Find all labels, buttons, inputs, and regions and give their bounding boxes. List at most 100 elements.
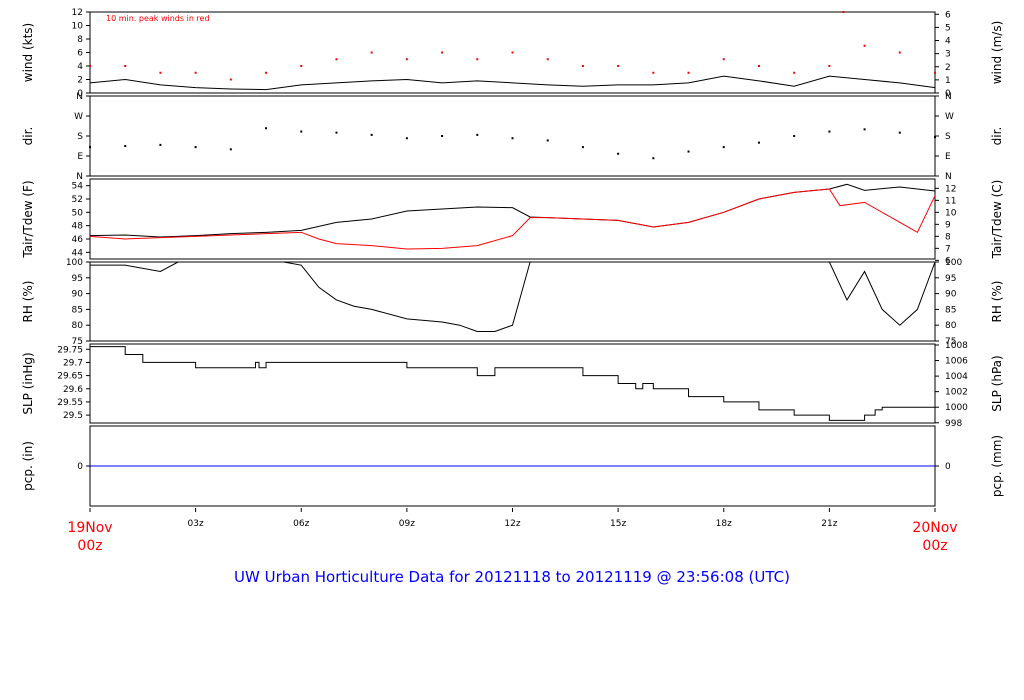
dir-series-0-point	[194, 146, 197, 149]
temp-left-tick-label: 54	[72, 182, 84, 192]
slp-right-tick-label: 1000	[945, 403, 968, 413]
temp-right-tick-label: 8	[945, 232, 951, 242]
dir-series-0-point	[898, 131, 901, 134]
temp-series-Tair-line	[89, 183, 936, 238]
rh-right-tick-label: 95	[945, 274, 956, 284]
dir-series-0-point	[229, 148, 232, 151]
wind-series-peak-point	[722, 58, 725, 61]
wind-right-tick-label: 6	[945, 10, 951, 20]
dir-series-0-point	[546, 139, 549, 142]
wind-left-tick-label: 0	[77, 89, 83, 99]
wind-right-tick-label: 0	[945, 89, 951, 99]
rh-left-tick-label: 75	[72, 337, 83, 347]
panel-slp: 29.5 29.55 29.6 29.65 29.7 29.75 998 1000 1002 10…	[21, 341, 1004, 429]
wind-right-tick-label: 4	[945, 37, 951, 47]
temp-left-tick-label: 52	[72, 195, 83, 205]
dir-series-0-point	[300, 130, 303, 133]
wind-ylabel-right: wind (m/s)	[990, 21, 1004, 85]
rh-frame	[89, 261, 936, 342]
dir-series-0-point	[265, 127, 268, 130]
wind-series-peak-point	[441, 51, 444, 54]
dir-series-0	[89, 127, 936, 160]
wind-series-peak-point	[863, 44, 866, 47]
rh-left-tick-label: 85	[72, 305, 83, 315]
dir-series-0-point	[828, 130, 831, 133]
pcp-ylabel-right: pcp. (mm)	[990, 435, 1004, 497]
wind-left-tick-label: 4	[77, 62, 83, 72]
pcp-left-tick-label: 0	[77, 462, 83, 472]
wind-series-peak-point	[687, 71, 690, 74]
time-start-label: 00z	[77, 538, 102, 554]
wind-ylabel: wind (kts)	[21, 23, 35, 82]
time-tick-label: 21z	[821, 519, 837, 529]
dir-left-tick-label: S	[77, 132, 83, 142]
panel-pcp: 0 0 pcp. (in) pcp. (mm)	[21, 425, 1004, 507]
wind-series-peak-point	[793, 71, 796, 74]
dir-series-0-point	[581, 146, 584, 149]
temp-right-tick-label: 10	[945, 208, 957, 218]
dir-series-0-point	[617, 152, 620, 155]
rh-left-tick-label: 80	[72, 321, 84, 331]
slp-right-tick-label: 1008	[945, 341, 968, 351]
time-axis: 03z 06z 09z 12z 15z 18z 21z 19Nov 00z 20Nov 00z	[67, 508, 958, 554]
dir-series-0-point	[124, 145, 127, 147]
pcp-ylabel: pcp. (in)	[21, 441, 35, 491]
temp-right-tick-label: 7	[945, 244, 951, 254]
time-start-label: 19Nov	[67, 520, 112, 536]
dir-ylabel-right: dir.	[990, 127, 1004, 146]
dir-right-tick-label: W	[945, 112, 954, 122]
wind-series-peak-point	[229, 78, 232, 81]
rh-right-tick-label: 85	[945, 305, 956, 315]
dir-series-0-point	[652, 157, 655, 160]
rh-ylabel-right: RH (%)	[990, 281, 1004, 323]
dir-series-0-point	[405, 137, 408, 140]
slp-left-tick-label: 29.7	[63, 358, 83, 368]
dir-right-tick-label: N	[945, 92, 952, 102]
slp-left-tick-label: 29.6	[63, 385, 83, 395]
wind-series-peak-point	[405, 58, 408, 61]
temp-left-tick-label: 46	[72, 235, 84, 245]
wind-series-peak-point	[546, 58, 549, 61]
temp-frame	[89, 178, 936, 260]
wind-left-tick-label: 6	[77, 49, 83, 59]
wind-right-tick-label: 2	[945, 63, 951, 73]
wind-series-peak	[89, 11, 936, 81]
wind-left-tick-label: 12	[72, 8, 83, 18]
peak-winds-annotation: 10 min. peak winds in red	[106, 14, 210, 23]
wind-series-peak-point	[581, 65, 584, 67]
slp-ylabel-right: SLP (hPa)	[990, 355, 1004, 411]
time-tick-label: 03z	[188, 519, 204, 529]
wind-series-peak-point	[476, 58, 479, 61]
temp-right-tick-label: 6	[945, 256, 951, 266]
rh-right-tick-label: 100	[945, 258, 962, 268]
wind-series-peak-point	[757, 65, 760, 67]
dir-series-0-point	[863, 128, 866, 131]
rh-series-0-line	[90, 261, 936, 333]
temp-right-tick-label: 9	[945, 220, 951, 230]
dir-series-0-point	[89, 146, 91, 149]
time-tick-label: 09z	[399, 519, 415, 529]
temp-right-tick-label: 12	[945, 184, 956, 194]
slp-left-tick-label: 29.5	[63, 411, 83, 421]
time-tick-label: 15z	[610, 519, 626, 529]
dir-frame	[89, 95, 936, 177]
dir-series-0-point	[335, 131, 338, 134]
rh-ylabel: RH (%)	[21, 281, 35, 323]
temp-left-tick-label: 48	[72, 222, 84, 232]
dir-series-0-point	[511, 137, 514, 140]
wind-right-tick-label: 1	[945, 76, 951, 86]
panel-temp: 44 46 48 50 52 54 6 7 8 9 10 11 12 Tair/Tdew (F) Tair/…	[21, 178, 1004, 266]
slp-left-tick-label: 29.65	[57, 372, 83, 382]
wind-series-peak-point	[617, 65, 620, 67]
temp-left-tick-label: 50	[72, 208, 84, 218]
time-tick-label: 06z	[293, 519, 309, 529]
slp-right-tick-label: 1004	[945, 372, 968, 382]
wind-series-peak-point	[934, 71, 936, 74]
rh-left-tick-label: 95	[72, 274, 83, 284]
time-end-label: 20Nov	[912, 520, 957, 536]
temp-left-tick-label: 44	[72, 248, 84, 258]
time-tick-label: 12z	[504, 519, 520, 529]
figure-title: UW Urban Horticulture Data for 20121118 …	[234, 568, 790, 586]
